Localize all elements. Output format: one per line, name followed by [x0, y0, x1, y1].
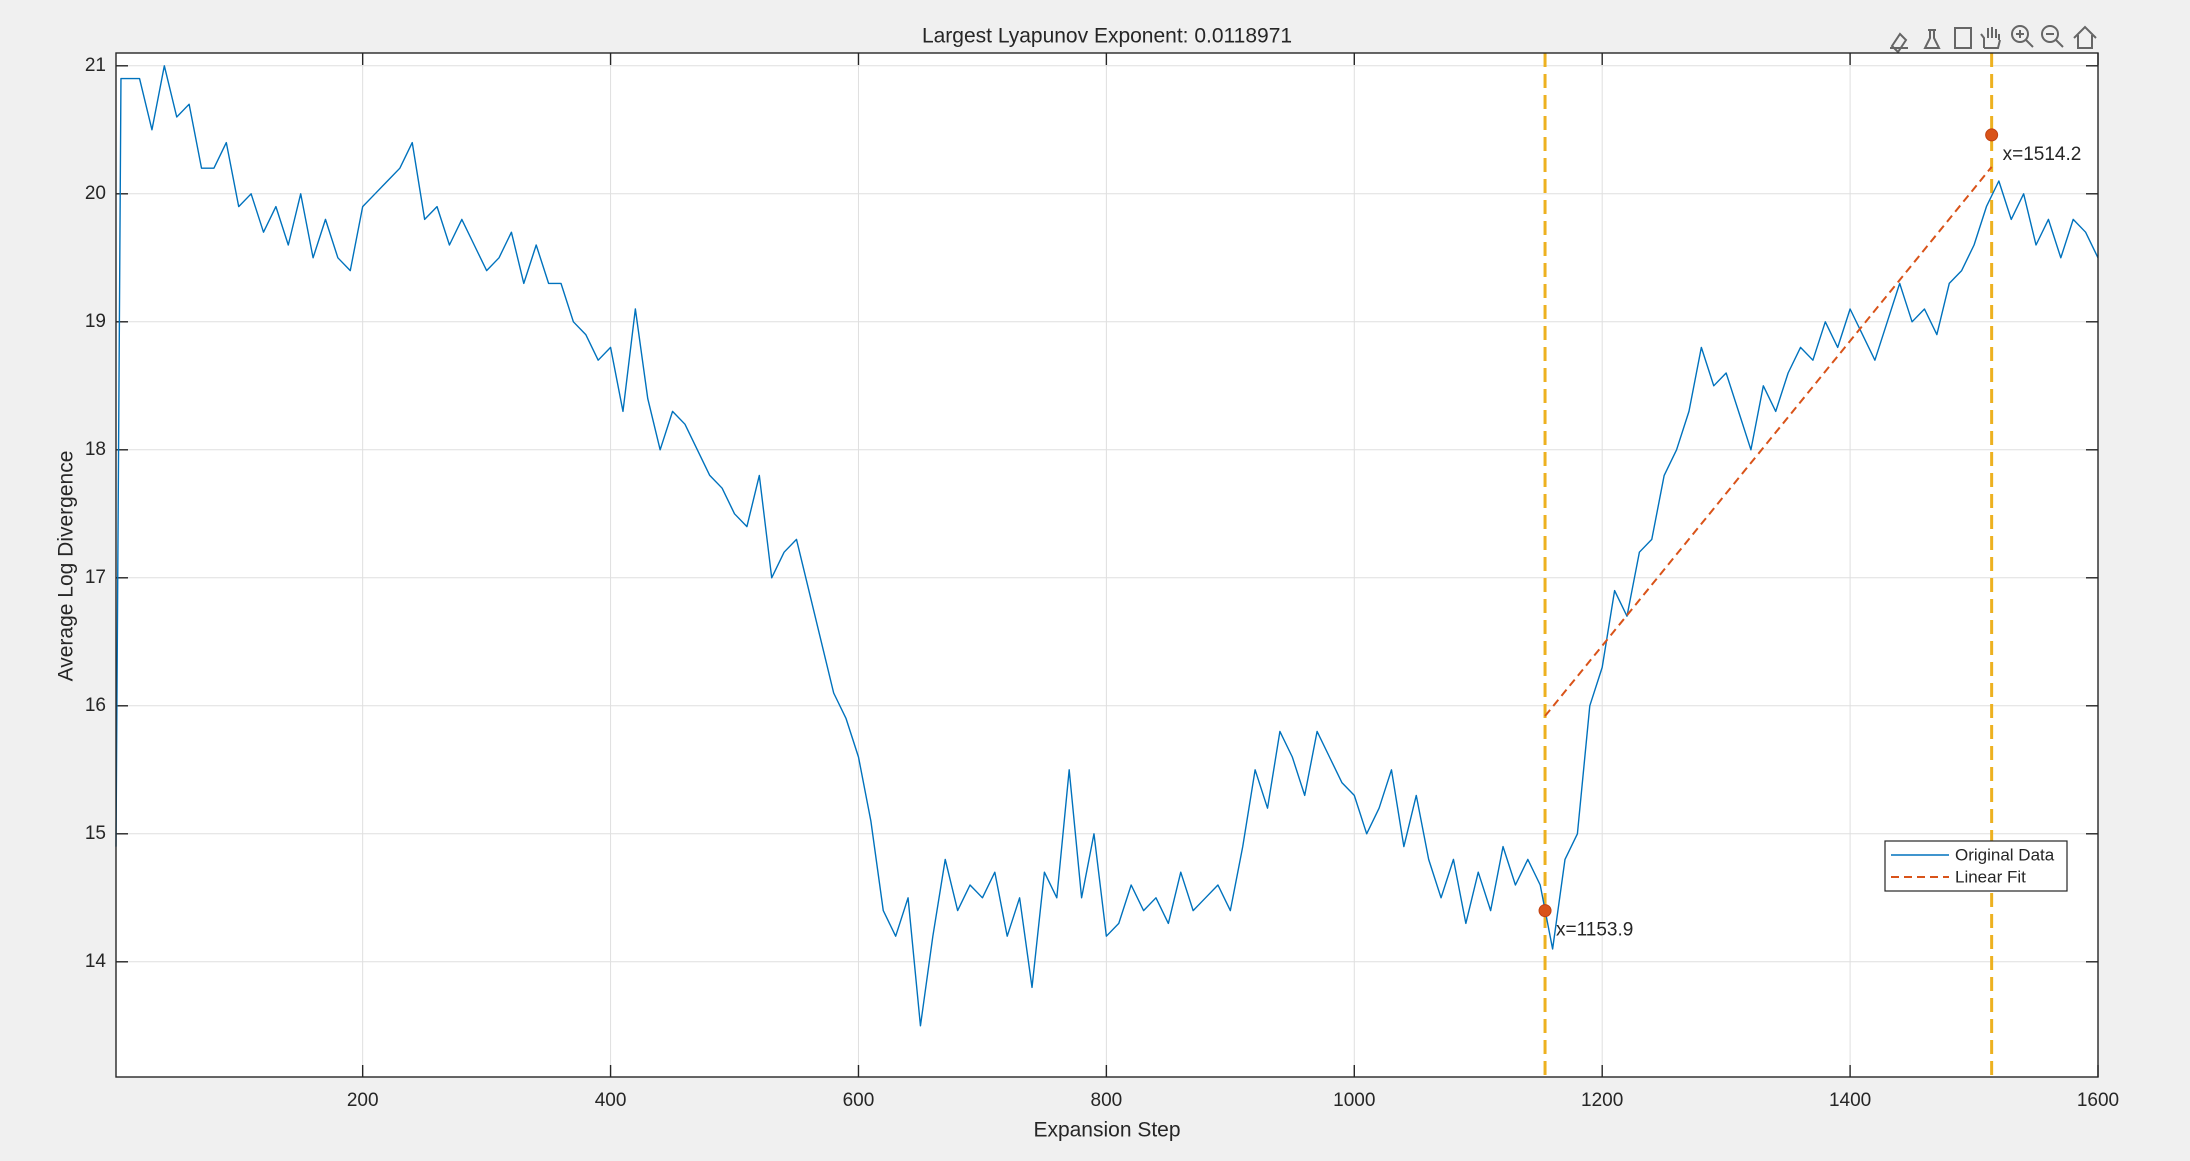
fit-line	[1544, 166, 1993, 717]
x-axis-label: Expansion Step	[1033, 1119, 1180, 1142]
axes-box	[115, 52, 2099, 1078]
y-tick-label: 14	[85, 951, 107, 972]
marker	[1985, 128, 1999, 142]
chart-title: Largest Lyapunov Exponent: 0.0118971	[922, 25, 1292, 48]
x-tick-label: 1600	[2077, 1090, 2119, 1111]
y-tick-label: 17	[85, 567, 106, 588]
x-tick-label: 1000	[1333, 1090, 1375, 1111]
pan-tool[interactable]	[1980, 27, 2001, 49]
y-tick-label: 19	[85, 311, 106, 332]
marker-label: x=1153.9	[1556, 920, 1633, 941]
x-tick-label: 800	[1091, 1090, 1123, 1111]
home-tool[interactable]	[2073, 25, 2097, 49]
x-tick-label: 1200	[1581, 1090, 1623, 1111]
y-tick-label: 21	[85, 55, 106, 76]
zoom-out-tool[interactable]	[2041, 25, 2059, 43]
y-axis-label: Average Log Divergence	[55, 451, 78, 682]
zoom-in-tool[interactable]	[2011, 25, 2029, 43]
x-tick-label: 400	[595, 1090, 627, 1111]
zoom-in-glyph	[2016, 30, 2034, 48]
brush-tool[interactable]	[1890, 32, 1908, 54]
marker-label: x=1514.2	[2003, 144, 2082, 165]
toolbar	[1890, 25, 2097, 54]
y-tick-label: 20	[85, 183, 106, 204]
pan-rotate-tool[interactable]	[1954, 27, 1972, 49]
zoom-out-glyph	[2046, 33, 2064, 48]
legend-label: Linear Fit	[1955, 867, 2026, 886]
legend-label: Original Data	[1955, 845, 2055, 864]
data-line	[115, 65, 2099, 1027]
x-tick-label: 1400	[1829, 1090, 1871, 1111]
plot-area	[115, 53, 2099, 1077]
legend: Original Data Linear Fit	[1884, 840, 2068, 892]
x-tick-label: 600	[843, 1090, 875, 1111]
y-tick-label: 18	[85, 439, 106, 460]
axes-background	[116, 53, 2098, 1077]
y-tick-label: 15	[85, 823, 106, 844]
grid	[116, 53, 2099, 1077]
x-tick-label: 200	[347, 1090, 379, 1111]
legend-box	[1884, 840, 2068, 892]
marker	[1538, 904, 1552, 918]
data-tips-tool[interactable]	[1923, 29, 1941, 49]
y-tick-label: 16	[85, 695, 106, 716]
